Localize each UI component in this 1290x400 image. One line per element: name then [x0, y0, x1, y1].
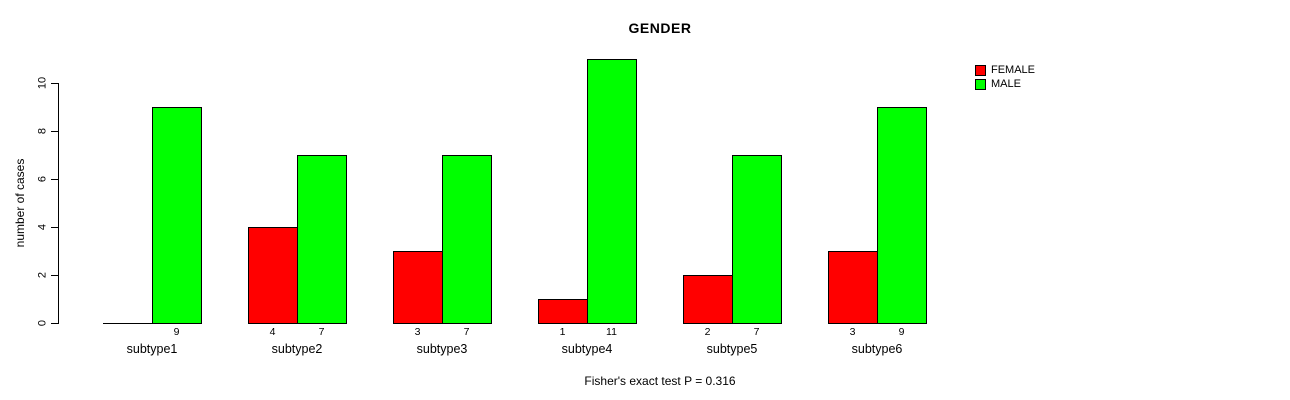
y-axis-tick-label: 4: [36, 223, 49, 231]
legend-item-female: FEMALE: [975, 63, 1035, 77]
category-label-subtype6: subtype6: [851, 342, 903, 356]
caption-fishers-test: Fisher's exact test P = 0.316: [584, 374, 736, 388]
legend-label-male: MALE: [991, 77, 1021, 90]
bar-female-subtype6: [828, 251, 878, 324]
chart-title: GENDER: [628, 20, 692, 36]
bar-male-subtype6: [877, 107, 927, 324]
legend-swatch-male: [975, 78, 986, 90]
y-axis-tick: [51, 179, 58, 180]
bar-value-label: 11: [606, 326, 617, 338]
y-axis-tick: [51, 227, 58, 228]
category-label-subtype5: subtype5: [706, 342, 758, 356]
bar-male-subtype3: [442, 155, 492, 324]
bar-female-subtype3: [393, 251, 443, 324]
y-axis-tick: [51, 131, 58, 132]
bar-female-subtype4: [538, 299, 588, 324]
bar-female-subtype5: [683, 275, 733, 324]
y-axis-tick-label: 0: [36, 319, 49, 327]
category-label-subtype2: subtype2: [271, 342, 323, 356]
y-axis-tick: [51, 275, 58, 276]
y-axis-tick: [51, 83, 58, 84]
bar-female-subtype1: [103, 323, 153, 324]
bar-value-label: 7: [463, 326, 470, 338]
legend-item-male: MALE: [975, 77, 1035, 91]
bar-value-label: 7: [753, 326, 760, 338]
category-label-subtype1: subtype1: [126, 342, 178, 356]
y-axis-tick: [51, 323, 58, 324]
bar-male-subtype1: [152, 107, 202, 324]
y-axis-tick-label: 2: [36, 271, 49, 279]
legend-swatch-female: [975, 64, 986, 76]
bar-value-label: 3: [849, 326, 856, 338]
bar-value-label: 7: [318, 326, 325, 338]
bar-value-label: 1: [559, 326, 566, 338]
bar-male-subtype5: [732, 155, 782, 324]
legend-label-female: FEMALE: [991, 63, 1036, 76]
bar-male-subtype2: [297, 155, 347, 324]
category-label-subtype4: subtype4: [561, 342, 613, 356]
y-axis-tick-label: 8: [36, 127, 49, 135]
y-axis-label: number of cases: [13, 158, 27, 248]
legend: FEMALE MALE: [975, 63, 1035, 91]
bar-value-label: 4: [269, 326, 276, 338]
bar-male-subtype4: [587, 59, 637, 324]
category-label-subtype3: subtype3: [416, 342, 468, 356]
bar-value-label: 2: [704, 326, 711, 338]
bar-value-label: 9: [173, 326, 180, 338]
y-axis-line: [58, 83, 59, 324]
bar-value-label: 9: [898, 326, 905, 338]
bar-value-label: 3: [414, 326, 421, 338]
y-axis-tick-label: 6: [36, 175, 49, 183]
y-axis-tick-label: 10: [36, 76, 49, 90]
bar-female-subtype2: [248, 227, 298, 324]
